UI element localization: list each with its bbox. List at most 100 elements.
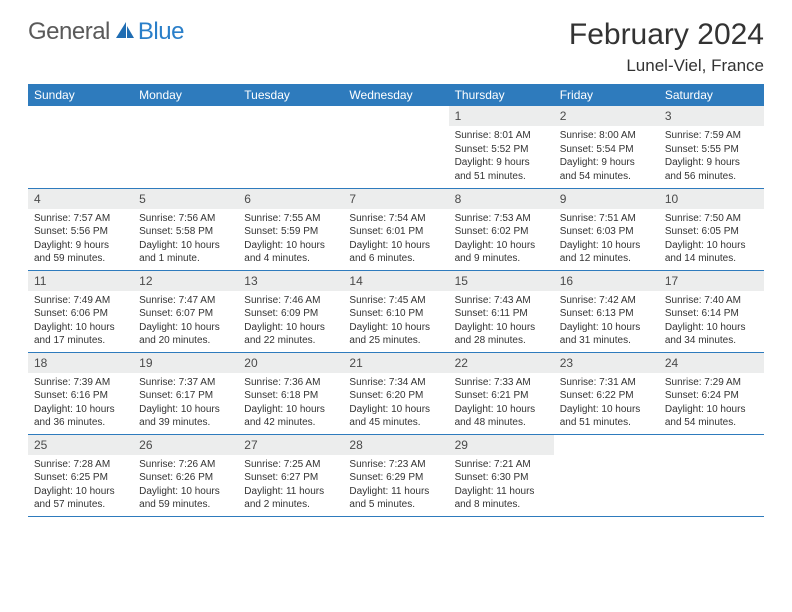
calendar-row: ........1Sunrise: 8:01 AMSunset: 5:52 PM…	[28, 106, 764, 188]
sunrise-text: Sunrise: 7:34 AM	[349, 376, 442, 390]
daylight-text-2: and 51 minutes.	[560, 416, 653, 430]
sunset-text: Sunset: 6:21 PM	[455, 389, 548, 403]
sunset-text: Sunset: 6:30 PM	[455, 471, 548, 485]
sunrise-text: Sunrise: 7:42 AM	[560, 294, 653, 308]
calendar-cell: 12Sunrise: 7:47 AMSunset: 6:07 PMDayligh…	[133, 270, 238, 352]
day-details: Sunrise: 7:47 AMSunset: 6:07 PMDaylight:…	[133, 291, 238, 352]
daylight-text-2: and 36 minutes.	[34, 416, 127, 430]
sunset-text: Sunset: 6:09 PM	[244, 307, 337, 321]
calendar-cell: 22Sunrise: 7:33 AMSunset: 6:21 PMDayligh…	[449, 352, 554, 434]
calendar-cell: 28Sunrise: 7:23 AMSunset: 6:29 PMDayligh…	[343, 434, 448, 516]
day-details: Sunrise: 7:21 AMSunset: 6:30 PMDaylight:…	[449, 455, 554, 516]
weekday-header: Thursday	[449, 84, 554, 106]
day-number: 14	[343, 271, 448, 291]
day-details: Sunrise: 7:37 AMSunset: 6:17 PMDaylight:…	[133, 373, 238, 434]
sunrise-text: Sunrise: 8:01 AM	[455, 129, 548, 143]
calendar-cell: 10Sunrise: 7:50 AMSunset: 6:05 PMDayligh…	[659, 188, 764, 270]
daylight-text-2: and 54 minutes.	[665, 416, 758, 430]
day-details: Sunrise: 7:59 AMSunset: 5:55 PMDaylight:…	[659, 126, 764, 187]
daylight-text-1: Daylight: 10 hours	[244, 239, 337, 253]
calendar-cell: 15Sunrise: 7:43 AMSunset: 6:11 PMDayligh…	[449, 270, 554, 352]
sunset-text: Sunset: 6:13 PM	[560, 307, 653, 321]
sunset-text: Sunset: 6:22 PM	[560, 389, 653, 403]
calendar-cell: 24Sunrise: 7:29 AMSunset: 6:24 PMDayligh…	[659, 352, 764, 434]
daylight-text-2: and 12 minutes.	[560, 252, 653, 266]
day-number: 16	[554, 271, 659, 291]
daylight-text-1: Daylight: 10 hours	[244, 403, 337, 417]
day-details: Sunrise: 7:56 AMSunset: 5:58 PMDaylight:…	[133, 209, 238, 270]
daylight-text-1: Daylight: 10 hours	[665, 403, 758, 417]
sunrise-text: Sunrise: 7:37 AM	[139, 376, 232, 390]
day-number: 20	[238, 353, 343, 373]
calendar-cell: 27Sunrise: 7:25 AMSunset: 6:27 PMDayligh…	[238, 434, 343, 516]
day-details: Sunrise: 7:42 AMSunset: 6:13 PMDaylight:…	[554, 291, 659, 352]
day-number: 23	[554, 353, 659, 373]
sunset-text: Sunset: 6:25 PM	[34, 471, 127, 485]
daylight-text-1: Daylight: 10 hours	[349, 403, 442, 417]
calendar-cell: 26Sunrise: 7:26 AMSunset: 6:26 PMDayligh…	[133, 434, 238, 516]
daylight-text-2: and 31 minutes.	[560, 334, 653, 348]
weekday-header-row: Sunday Monday Tuesday Wednesday Thursday…	[28, 84, 764, 106]
calendar-cell: 9Sunrise: 7:51 AMSunset: 6:03 PMDaylight…	[554, 188, 659, 270]
day-details: Sunrise: 7:33 AMSunset: 6:21 PMDaylight:…	[449, 373, 554, 434]
sunrise-text: Sunrise: 8:00 AM	[560, 129, 653, 143]
sunset-text: Sunset: 6:26 PM	[139, 471, 232, 485]
sunset-text: Sunset: 5:56 PM	[34, 225, 127, 239]
sunset-text: Sunset: 6:02 PM	[455, 225, 548, 239]
day-number: 7	[343, 189, 448, 209]
daylight-text-1: Daylight: 10 hours	[244, 321, 337, 335]
daylight-text-1: Daylight: 11 hours	[244, 485, 337, 499]
day-number: 25	[28, 435, 133, 455]
location: Lunel-Viel, France	[569, 56, 764, 76]
day-number: 10	[659, 189, 764, 209]
sunset-text: Sunset: 5:52 PM	[455, 143, 548, 157]
daylight-text-1: Daylight: 10 hours	[34, 321, 127, 335]
sunrise-text: Sunrise: 7:59 AM	[665, 129, 758, 143]
sunrise-text: Sunrise: 7:54 AM	[349, 212, 442, 226]
day-details: Sunrise: 7:25 AMSunset: 6:27 PMDaylight:…	[238, 455, 343, 516]
daylight-text-1: Daylight: 10 hours	[34, 485, 127, 499]
calendar-cell: 11Sunrise: 7:49 AMSunset: 6:06 PMDayligh…	[28, 270, 133, 352]
day-number: 15	[449, 271, 554, 291]
day-details: Sunrise: 7:51 AMSunset: 6:03 PMDaylight:…	[554, 209, 659, 270]
weekday-header: Saturday	[659, 84, 764, 106]
calendar-cell: ..	[238, 106, 343, 188]
day-number: 18	[28, 353, 133, 373]
day-details: Sunrise: 7:28 AMSunset: 6:25 PMDaylight:…	[28, 455, 133, 516]
weekday-header: Sunday	[28, 84, 133, 106]
calendar-cell: 8Sunrise: 7:53 AMSunset: 6:02 PMDaylight…	[449, 188, 554, 270]
sunrise-text: Sunrise: 7:47 AM	[139, 294, 232, 308]
day-number: 19	[133, 353, 238, 373]
day-details: Sunrise: 7:45 AMSunset: 6:10 PMDaylight:…	[343, 291, 448, 352]
day-details: Sunrise: 7:55 AMSunset: 5:59 PMDaylight:…	[238, 209, 343, 270]
calendar-cell: 19Sunrise: 7:37 AMSunset: 6:17 PMDayligh…	[133, 352, 238, 434]
day-number: 22	[449, 353, 554, 373]
sunset-text: Sunset: 5:54 PM	[560, 143, 653, 157]
daylight-text-2: and 42 minutes.	[244, 416, 337, 430]
daylight-text-2: and 17 minutes.	[34, 334, 127, 348]
sunrise-text: Sunrise: 7:55 AM	[244, 212, 337, 226]
calendar-row: 25Sunrise: 7:28 AMSunset: 6:25 PMDayligh…	[28, 434, 764, 516]
sunset-text: Sunset: 6:06 PM	[34, 307, 127, 321]
sunrise-text: Sunrise: 7:29 AM	[665, 376, 758, 390]
calendar-cell: 25Sunrise: 7:28 AMSunset: 6:25 PMDayligh…	[28, 434, 133, 516]
month-title: February 2024	[569, 18, 764, 52]
sunrise-text: Sunrise: 7:49 AM	[34, 294, 127, 308]
daylight-text-1: Daylight: 10 hours	[139, 321, 232, 335]
day-number: 21	[343, 353, 448, 373]
daylight-text-2: and 8 minutes.	[455, 498, 548, 512]
day-number: 29	[449, 435, 554, 455]
sunrise-text: Sunrise: 7:23 AM	[349, 458, 442, 472]
daylight-text-2: and 14 minutes.	[665, 252, 758, 266]
daylight-text-2: and 4 minutes.	[244, 252, 337, 266]
day-details: Sunrise: 7:40 AMSunset: 6:14 PMDaylight:…	[659, 291, 764, 352]
calendar-cell: 14Sunrise: 7:45 AMSunset: 6:10 PMDayligh…	[343, 270, 448, 352]
calendar-cell: 29Sunrise: 7:21 AMSunset: 6:30 PMDayligh…	[449, 434, 554, 516]
day-number: 27	[238, 435, 343, 455]
daylight-text-1: Daylight: 10 hours	[349, 239, 442, 253]
calendar-cell: 17Sunrise: 7:40 AMSunset: 6:14 PMDayligh…	[659, 270, 764, 352]
calendar-row: 4Sunrise: 7:57 AMSunset: 5:56 PMDaylight…	[28, 188, 764, 270]
day-number: 26	[133, 435, 238, 455]
day-number: 1	[449, 106, 554, 126]
daylight-text-1: Daylight: 11 hours	[455, 485, 548, 499]
